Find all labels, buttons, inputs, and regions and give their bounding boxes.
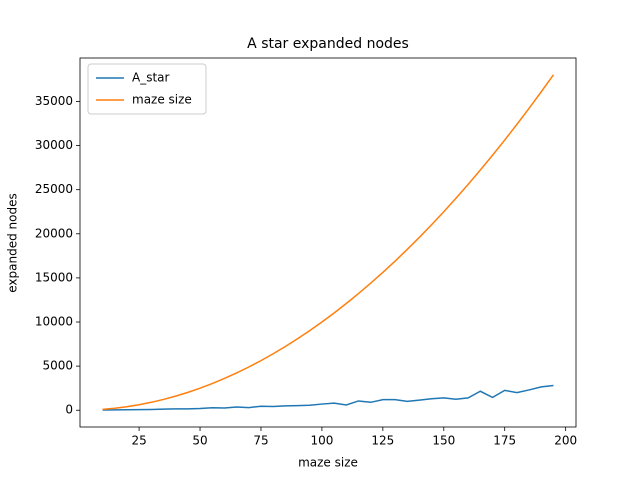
y-tick-label: 10000 — [35, 315, 73, 329]
x-tick-label: 100 — [310, 434, 333, 448]
y-tick-label: 30000 — [35, 138, 73, 152]
y-tick-label: 25000 — [35, 182, 73, 196]
x-tick-label: 175 — [493, 434, 516, 448]
y-tick-label: 20000 — [35, 226, 73, 240]
x-tick-label: 75 — [253, 434, 268, 448]
x-tick-label: 200 — [554, 434, 577, 448]
legend-box — [87, 63, 207, 115]
y-tick-label: 5000 — [42, 359, 73, 373]
y-axis-label: expanded nodes — [6, 193, 20, 292]
y-tick-label: 0 — [65, 403, 73, 417]
x-tick-label: 125 — [371, 434, 394, 448]
series-line — [102, 74, 555, 411]
x-tick-label: 25 — [131, 434, 146, 448]
chart-title: A star expanded nodes — [247, 36, 409, 52]
x-tick-label: 50 — [192, 434, 207, 448]
legend-label: maze size — [132, 93, 192, 107]
plot-frame — [79, 57, 577, 428]
x-axis-label: maze size — [298, 456, 358, 470]
legend-label: A_star — [132, 71, 170, 85]
y-tick-label: 35000 — [35, 94, 73, 108]
y-tick-label: 15000 — [35, 270, 73, 284]
series-line — [102, 384, 554, 411]
x-tick-label: 150 — [432, 434, 455, 448]
